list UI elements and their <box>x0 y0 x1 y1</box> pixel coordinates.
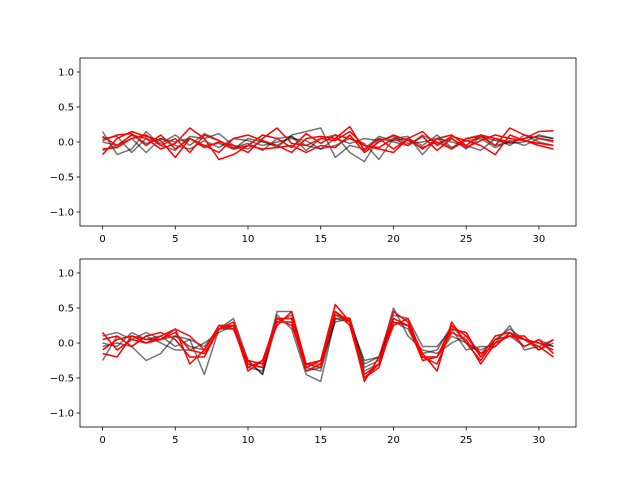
series-group <box>101 303 554 383</box>
y-tick-label: 0.5 <box>58 103 74 114</box>
series-group <box>101 125 554 163</box>
x-tick-label: 15 <box>314 234 327 245</box>
x-tick-label: 30 <box>533 234 546 245</box>
series-line-red-5 <box>102 310 554 379</box>
x-tick-label: 0 <box>99 435 105 446</box>
x-tick-label: 10 <box>242 234 255 245</box>
y-tick-label: −0.5 <box>50 374 74 385</box>
series-line-red-7 <box>102 310 554 379</box>
y-tick-label: −0.5 <box>50 173 74 184</box>
y-tick-label: 0.5 <box>58 304 74 315</box>
x-tick-label: 5 <box>172 234 178 245</box>
y-tick-label: −1.0 <box>50 409 74 420</box>
x-tick-label: 20 <box>387 234 400 245</box>
series-line-red-6 <box>102 127 554 154</box>
bottom-subplot: 0 5 10 15 20 25 30 −1.0 −0.5 0.0 0.5 1.0 <box>50 258 577 446</box>
x-tick-label: 10 <box>242 435 255 446</box>
x-tick-label: 20 <box>387 435 400 446</box>
x-tick-label: 0 <box>99 234 105 245</box>
x-tick-label: 30 <box>533 435 546 446</box>
y-tick-label: −1.0 <box>50 208 74 219</box>
top-subplot: 0 5 10 15 20 25 30 −1.0 −0.5 0.0 0.5 1.0 <box>50 57 577 245</box>
x-tick-label: 15 <box>314 435 327 446</box>
series-line-black-3 <box>102 314 554 376</box>
y-tick-label: 0.0 <box>58 339 74 350</box>
x-tick-label: 25 <box>460 435 473 446</box>
series-line-red-7 <box>102 127 554 154</box>
x-tick-label: 5 <box>172 435 178 446</box>
y-tick-label: 1.0 <box>58 68 74 79</box>
y-tick-label: 1.0 <box>58 269 74 280</box>
series-line-red-4 <box>101 125 554 159</box>
x-tick-label: 25 <box>460 234 473 245</box>
y-tick-label: 0.0 <box>58 138 74 149</box>
